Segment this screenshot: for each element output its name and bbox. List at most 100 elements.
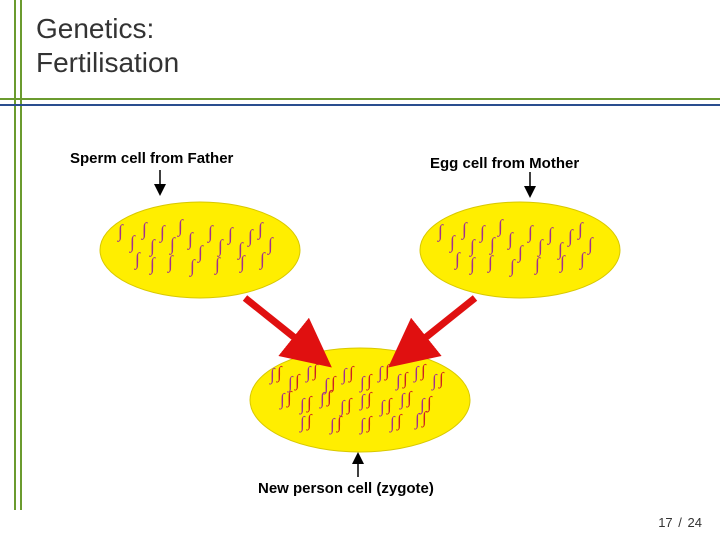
svg-text:∫: ∫ <box>259 249 266 270</box>
svg-text:∫: ∫ <box>207 222 214 243</box>
svg-text:∫: ∫ <box>399 390 406 410</box>
svg-text:∫: ∫ <box>257 219 264 240</box>
svg-text:∫: ∫ <box>396 411 403 431</box>
svg-text:∫: ∫ <box>547 224 554 245</box>
svg-text:∫: ∫ <box>534 254 541 275</box>
svg-text:∫: ∫ <box>386 395 393 415</box>
egg-cell <box>420 202 620 298</box>
svg-text:∫: ∫ <box>389 413 396 433</box>
svg-text:∫: ∫ <box>469 236 476 257</box>
svg-text:∫: ∫ <box>299 395 306 415</box>
svg-text:∫: ∫ <box>359 373 366 393</box>
page-sep: / <box>678 515 682 530</box>
svg-text:∫: ∫ <box>348 363 355 383</box>
svg-text:∫: ∫ <box>587 234 594 255</box>
svg-text:∫: ∫ <box>487 252 494 273</box>
svg-text:∫: ∫ <box>189 256 196 277</box>
svg-text:∫: ∫ <box>299 413 306 433</box>
svg-text:∫: ∫ <box>509 256 516 277</box>
page-total: 24 <box>688 515 702 530</box>
h-rule-2 <box>0 104 720 106</box>
page-current: 17 <box>658 515 672 530</box>
svg-text:∫: ∫ <box>402 369 409 389</box>
svg-text:∫: ∫ <box>187 229 194 250</box>
svg-text:∫: ∫ <box>395 371 402 391</box>
svg-text:∫: ∫ <box>559 252 566 273</box>
svg-text:∫: ∫ <box>134 249 141 270</box>
svg-text:∫: ∫ <box>149 236 156 257</box>
svg-text:∫: ∫ <box>449 232 456 253</box>
svg-text:∫: ∫ <box>286 388 293 408</box>
svg-text:∫: ∫ <box>141 219 148 240</box>
svg-text:∫: ∫ <box>129 232 136 253</box>
v-rule-2 <box>20 0 22 510</box>
svg-text:∫: ∫ <box>237 239 244 260</box>
svg-text:∫: ∫ <box>537 236 544 257</box>
svg-text:∫: ∫ <box>497 216 504 237</box>
svg-text:∫: ∫ <box>377 363 384 383</box>
svg-text:∫: ∫ <box>379 397 386 417</box>
svg-text:∫: ∫ <box>359 415 366 435</box>
svg-text:∫: ∫ <box>294 371 301 391</box>
svg-text:∫: ∫ <box>330 373 337 393</box>
svg-text:∫: ∫ <box>366 389 373 409</box>
svg-text:∫: ∫ <box>414 410 421 430</box>
h-rule-1 <box>0 98 720 100</box>
svg-text:∫: ∫ <box>426 393 433 413</box>
svg-text:∫: ∫ <box>267 234 274 255</box>
svg-text:∫: ∫ <box>323 375 330 395</box>
svg-text:∫: ∫ <box>339 397 346 417</box>
svg-text:∫: ∫ <box>469 254 476 275</box>
svg-text:∫: ∫ <box>577 219 584 240</box>
svg-text:∫: ∫ <box>431 371 438 391</box>
svg-text:∫: ∫ <box>346 395 353 415</box>
svg-text:∫: ∫ <box>507 229 514 250</box>
sperm-cell <box>100 202 300 298</box>
svg-text:∫: ∫ <box>276 363 283 383</box>
svg-text:∫: ∫ <box>214 254 221 275</box>
zygote-chromosomes: ∫∫ ∫∫ ∫∫ ∫∫ ∫∫ ∫∫ ∫∫ ∫∫ ∫∫ ∫∫ ∫∫ ∫∫ ∫∫ ∫… <box>269 361 445 435</box>
zygote-cell <box>250 348 470 452</box>
label-zygote: New person cell (zygote) <box>258 480 434 497</box>
svg-text:∫: ∫ <box>177 216 184 237</box>
svg-text:∫: ∫ <box>159 222 166 243</box>
v-rule-1 <box>14 0 16 510</box>
svg-text:∫: ∫ <box>454 249 461 270</box>
egg-chromosomes: ∫∫∫∫ ∫∫∫∫ ∫∫∫∫ ∫∫∫∫ ∫∫∫∫ ∫∫∫ <box>437 216 594 277</box>
svg-text:∫: ∫ <box>239 252 246 273</box>
svg-text:∫: ∫ <box>269 365 276 385</box>
svg-text:∫: ∫ <box>557 239 564 260</box>
svg-text:∫: ∫ <box>326 387 333 407</box>
title-line1: Genetics: <box>36 13 154 44</box>
svg-text:∫: ∫ <box>437 221 444 242</box>
svg-text:∫: ∫ <box>359 391 366 411</box>
svg-text:∫: ∫ <box>579 249 586 270</box>
svg-text:∫: ∫ <box>413 363 420 383</box>
svg-text:∫: ∫ <box>306 411 313 431</box>
arrow-egg-to-zygote <box>410 298 475 350</box>
diagram-canvas: ∫∫∫∫ ∫∫∫∫ ∫∫∫∫ ∫∫∫∫ ∫∫∫∫ ∫∫∫ ∫∫∫∫ ∫∫∫∫ ∫… <box>0 0 720 540</box>
svg-text:∫: ∫ <box>279 390 286 410</box>
svg-text:∫: ∫ <box>527 222 534 243</box>
title-line2: Fertilisation <box>36 47 179 78</box>
svg-text:∫: ∫ <box>479 222 486 243</box>
arrow-sperm-to-zygote <box>245 298 310 350</box>
svg-text:∫: ∫ <box>149 254 156 275</box>
page-title: Genetics: Fertilisation <box>36 12 179 79</box>
svg-text:∫: ∫ <box>305 363 312 383</box>
svg-text:∫: ∫ <box>517 242 524 263</box>
svg-text:∫: ∫ <box>438 369 445 389</box>
svg-text:∫: ∫ <box>312 361 319 381</box>
label-egg: Egg cell from Mother <box>430 155 579 172</box>
svg-text:∫: ∫ <box>217 236 224 257</box>
svg-text:∫: ∫ <box>169 234 176 255</box>
svg-text:∫: ∫ <box>489 234 496 255</box>
svg-text:∫: ∫ <box>366 371 373 391</box>
svg-text:∫: ∫ <box>197 242 204 263</box>
svg-text:∫: ∫ <box>419 395 426 415</box>
svg-text:∫: ∫ <box>461 219 468 240</box>
sperm-chromosomes: ∫∫∫∫ ∫∫∫∫ ∫∫∫∫ ∫∫∫∫ ∫∫∫∫ ∫∫∫ <box>117 216 274 277</box>
svg-text:∫: ∫ <box>167 252 174 273</box>
svg-text:∫: ∫ <box>247 226 254 247</box>
svg-text:∫: ∫ <box>329 415 336 435</box>
